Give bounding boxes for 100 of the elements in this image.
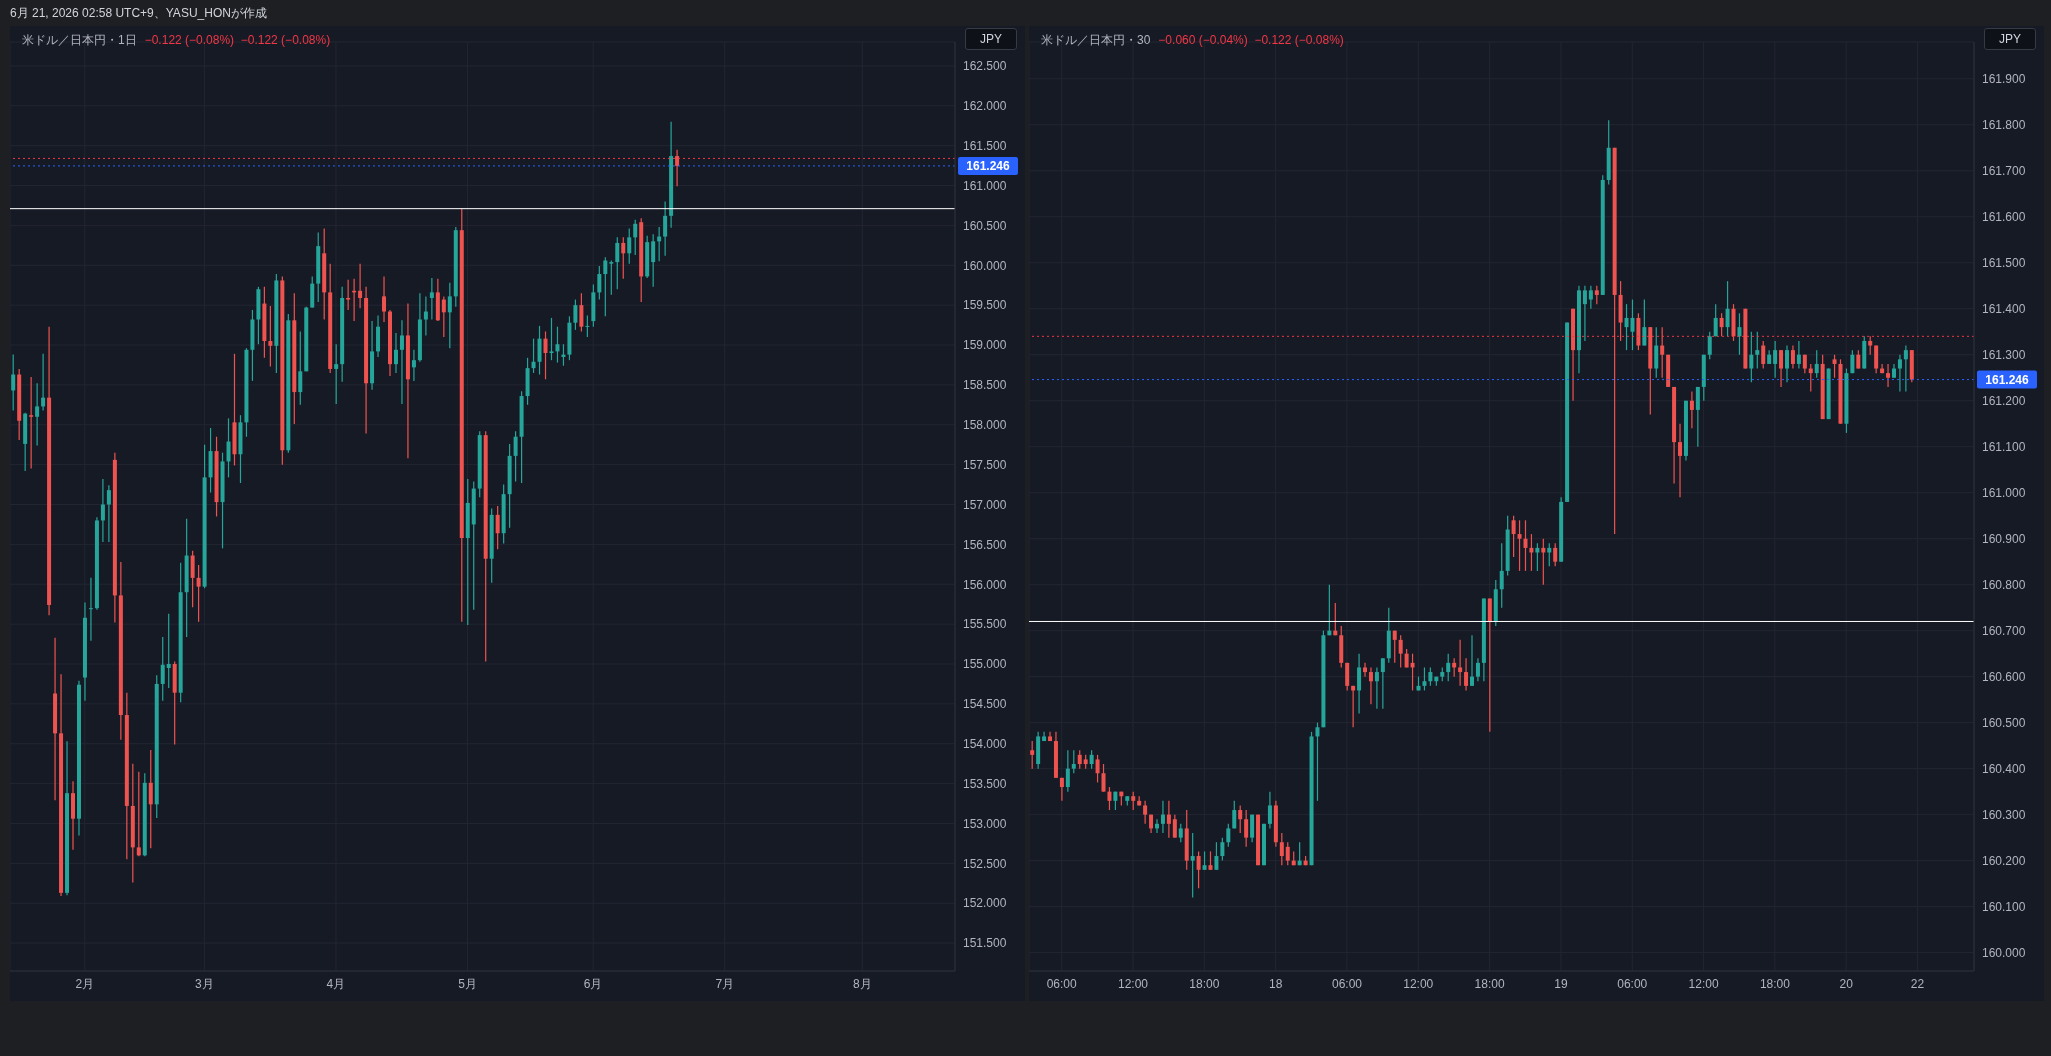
x-tick-label: 18:00 xyxy=(1474,976,1505,991)
candlestick xyxy=(1446,653,1451,682)
candlestick xyxy=(100,478,105,543)
x-tick-label: 6月 xyxy=(583,976,603,991)
candlestick xyxy=(609,259,614,296)
candlestick xyxy=(1713,303,1718,337)
candlestick xyxy=(1202,850,1207,871)
candlestick xyxy=(1422,666,1427,692)
candlestick xyxy=(1642,298,1647,347)
candlestick xyxy=(447,282,452,349)
candlestick xyxy=(29,376,34,470)
candlestick xyxy=(1897,354,1902,393)
x-tick-label: 12:00 xyxy=(1403,976,1434,991)
candlestick xyxy=(1695,386,1700,448)
candlestick xyxy=(1368,666,1373,705)
y-tick-label: 156.500 xyxy=(963,537,1007,552)
candlestick xyxy=(1475,657,1480,682)
candlestick xyxy=(1654,326,1659,379)
y-tick-label: 160.700 xyxy=(1982,623,2026,638)
y-tick-label: 161.800 xyxy=(1982,118,2026,133)
x-tick-label: 3月 xyxy=(195,976,214,991)
x-tick-label: 18:00 xyxy=(1189,976,1220,991)
candlestick xyxy=(675,149,680,187)
text: 6月 21, 2026 02:58 UTC+9、YASU_HONが作成 xyxy=(10,6,267,20)
candlestick xyxy=(543,330,548,380)
candlestick xyxy=(513,430,518,482)
x-tick-label: 06:00 xyxy=(1617,976,1648,991)
candlestick xyxy=(621,236,626,280)
candlestick xyxy=(1030,740,1035,770)
candlestick xyxy=(441,295,446,338)
y-tick-label: 161.000 xyxy=(963,178,1007,193)
candlestick xyxy=(495,505,500,550)
candlestick xyxy=(298,330,303,406)
y-tick-label: 153.500 xyxy=(963,776,1007,791)
candlestick xyxy=(148,749,153,849)
chart-title: 米ドル／日本円・30 xyxy=(1041,33,1151,47)
y-tick-label: 160.400 xyxy=(1982,761,2026,776)
candlestick xyxy=(1707,331,1712,360)
candlestick xyxy=(160,636,165,702)
y-tick-label: 160.500 xyxy=(1982,715,2026,730)
y-tick-label: 160.000 xyxy=(963,258,1007,273)
candlestick xyxy=(1903,344,1908,393)
candlestick xyxy=(310,275,315,309)
candlestick xyxy=(411,349,416,382)
candlestick xyxy=(1737,312,1742,356)
y-tick-label: 154.500 xyxy=(963,697,1007,712)
candlestick xyxy=(346,279,351,311)
candlestick xyxy=(1790,344,1795,370)
candlestick xyxy=(1101,763,1106,793)
candlestick xyxy=(615,236,620,290)
chart-title: 米ドル／日本円・1日 xyxy=(22,33,137,47)
candlestick xyxy=(1107,786,1112,811)
candlestick xyxy=(1077,749,1082,770)
candlestick xyxy=(1499,542,1504,609)
ref-line-label: 161.246 xyxy=(966,158,1011,173)
candlestick xyxy=(1832,354,1837,379)
candlestick xyxy=(423,295,428,337)
candlestick xyxy=(1285,841,1290,866)
candlestick xyxy=(1196,850,1201,889)
y-tick-label: 154.000 xyxy=(963,736,1007,751)
candlestick xyxy=(1232,800,1237,830)
y-tick-label: 160.500 xyxy=(963,218,1007,233)
candlestick xyxy=(597,265,602,301)
candlestick xyxy=(1071,749,1076,774)
candlestick xyxy=(1190,832,1195,899)
y-tick-label: 153.000 xyxy=(963,816,1007,831)
candlestick xyxy=(1214,841,1219,871)
y-tick-label: 161.700 xyxy=(1982,164,2026,179)
candlestick xyxy=(1143,800,1148,825)
candlestick xyxy=(1238,804,1243,834)
text: JPY xyxy=(1984,28,2036,50)
y-tick-label: 161.900 xyxy=(1982,72,2026,87)
candlestick xyxy=(1374,666,1379,710)
y-tick-label: 161.600 xyxy=(1982,210,2026,225)
candlestick xyxy=(106,484,111,543)
y-tick-label: 157.000 xyxy=(963,497,1007,512)
candlestick xyxy=(1755,331,1760,370)
text: JPY xyxy=(965,28,1017,50)
candlestick xyxy=(537,325,542,376)
x-tick-label: 22 xyxy=(1910,976,1925,991)
candlestick xyxy=(1208,850,1213,871)
y-tick-label: 152.000 xyxy=(963,896,1007,911)
y-tick-label: 161.500 xyxy=(1982,256,2026,271)
candlestick xyxy=(1487,597,1492,733)
candlestick xyxy=(603,256,608,317)
y-tick-label: 160.900 xyxy=(1982,531,2026,546)
x-tick-label: 8月 xyxy=(852,976,872,991)
x-tick-label: 2月 xyxy=(75,976,95,991)
candlestick xyxy=(11,353,16,412)
candlestick xyxy=(573,298,578,331)
candlestick xyxy=(1279,832,1284,866)
candlestick xyxy=(1868,335,1873,356)
y-tick-label: 159.000 xyxy=(963,338,1007,353)
y-tick-label: 155.500 xyxy=(963,617,1007,632)
x-tick-label: 18 xyxy=(1268,976,1283,991)
y-tick-label: 162.000 xyxy=(963,99,1007,114)
candlestick xyxy=(627,228,632,265)
y-tick-label: 160.100 xyxy=(1982,899,2026,914)
y-tick-label: 152.500 xyxy=(963,856,1007,871)
candlestick xyxy=(1773,340,1778,379)
